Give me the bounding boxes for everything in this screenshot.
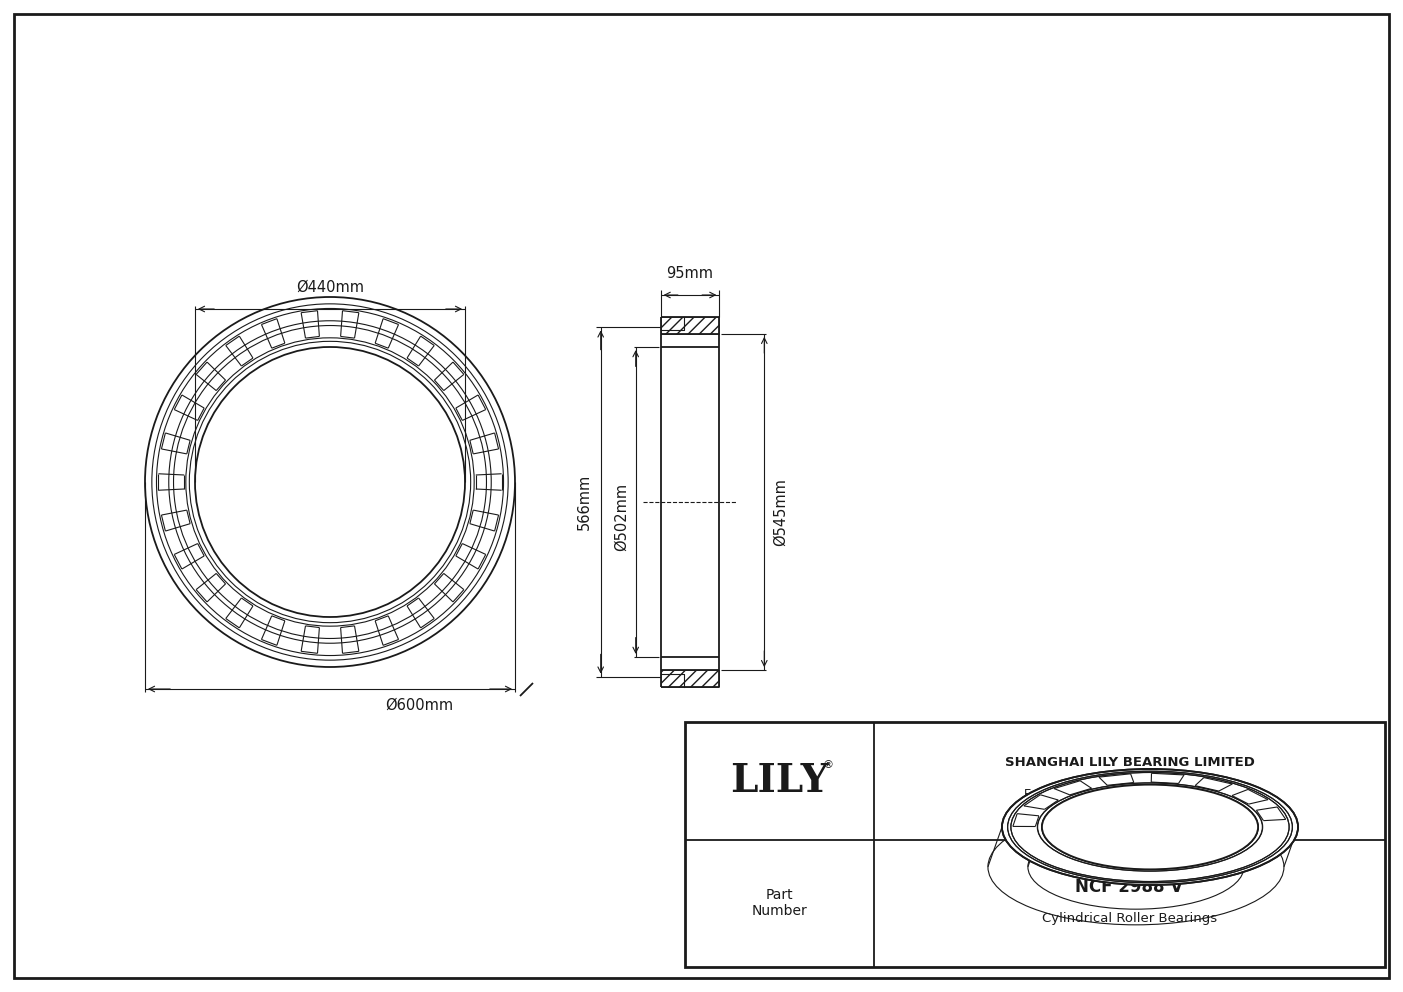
Text: 95mm: 95mm bbox=[666, 266, 714, 281]
Bar bbox=[661, 670, 720, 687]
Text: ®: ® bbox=[822, 760, 833, 770]
Ellipse shape bbox=[1042, 785, 1258, 869]
Text: Cylindrical Roller Bearings: Cylindrical Roller Bearings bbox=[1042, 912, 1216, 925]
Bar bbox=[661, 317, 720, 334]
Text: 566mm: 566mm bbox=[577, 474, 592, 530]
Text: LILY: LILY bbox=[730, 762, 829, 800]
Text: NCF 2988 V: NCF 2988 V bbox=[1076, 878, 1184, 896]
Ellipse shape bbox=[1042, 785, 1258, 869]
Text: Part
Number: Part Number bbox=[752, 888, 807, 919]
Text: Ø502mm: Ø502mm bbox=[615, 483, 629, 552]
Bar bbox=[685, 722, 1385, 967]
Ellipse shape bbox=[1002, 769, 1298, 885]
Text: Ø440mm: Ø440mm bbox=[296, 280, 363, 295]
Text: Email: lilybearing@lily-bearing.com: Email: lilybearing@lily-bearing.com bbox=[1024, 789, 1235, 802]
Text: SHANGHAI LILY BEARING LIMITED: SHANGHAI LILY BEARING LIMITED bbox=[1005, 756, 1254, 769]
Text: Ø545mm: Ø545mm bbox=[773, 478, 788, 546]
Text: Ø600mm: Ø600mm bbox=[384, 697, 453, 712]
